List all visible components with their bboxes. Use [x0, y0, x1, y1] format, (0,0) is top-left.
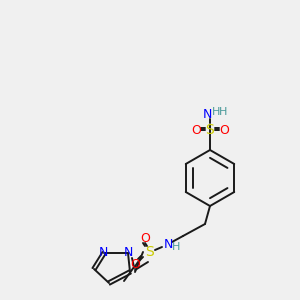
- Text: O: O: [219, 124, 229, 136]
- Text: H: H: [212, 107, 220, 117]
- Text: N: N: [123, 247, 133, 260]
- Text: N: N: [163, 238, 173, 250]
- Text: N: N: [98, 247, 108, 260]
- Text: O: O: [191, 124, 201, 136]
- Text: H: H: [172, 242, 180, 252]
- Text: O: O: [140, 232, 150, 244]
- Text: O: O: [130, 257, 140, 271]
- Text: H: H: [219, 107, 227, 117]
- Text: N: N: [202, 107, 212, 121]
- Text: S: S: [145, 245, 153, 259]
- Text: S: S: [206, 123, 214, 137]
